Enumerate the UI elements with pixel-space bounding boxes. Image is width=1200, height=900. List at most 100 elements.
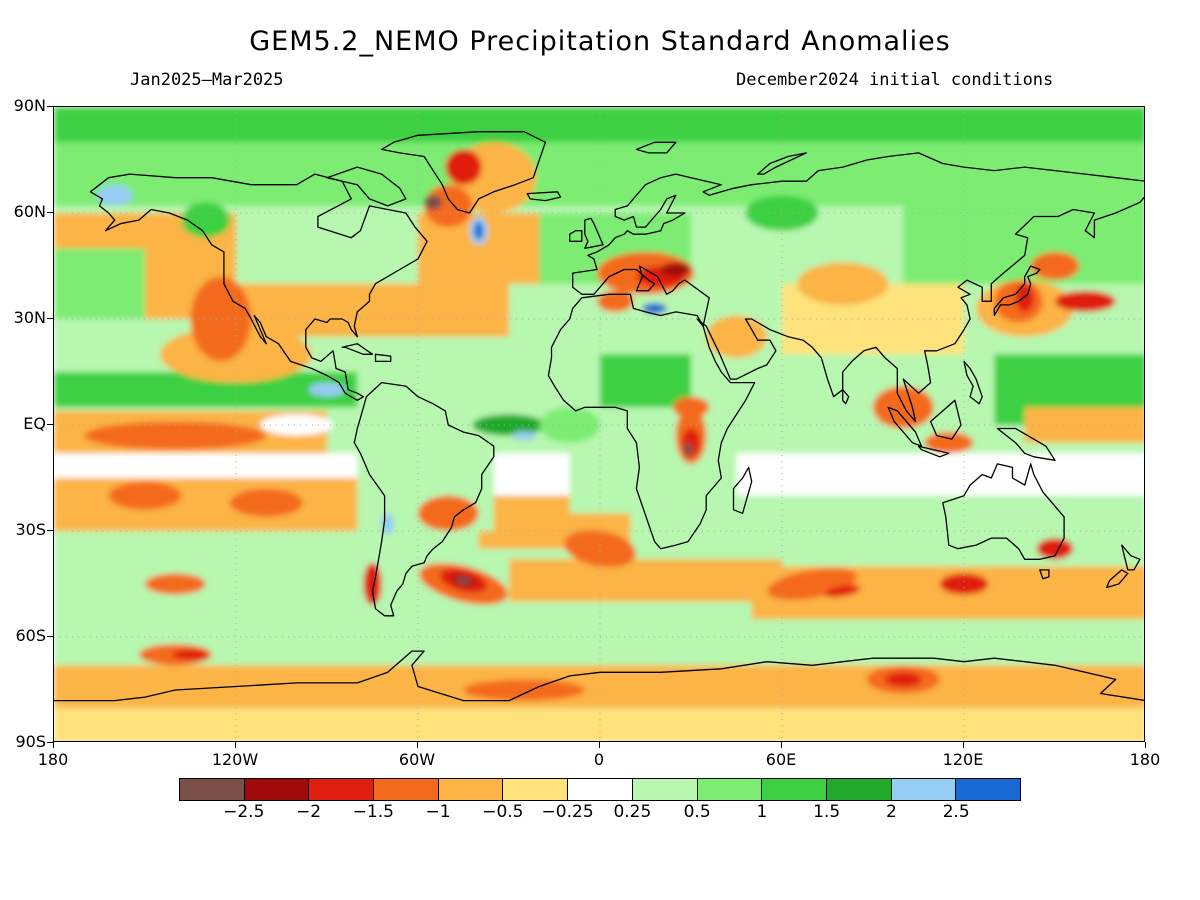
anomaly-blob — [474, 221, 484, 240]
coastline-novaya-zemlya — [757, 152, 807, 175]
anomaly-blob — [190, 276, 252, 362]
coastline-hispaniola — [374, 353, 392, 363]
anomaly-patch — [54, 248, 145, 319]
colorbar-swatch — [956, 779, 1020, 800]
colorbar-swatch — [438, 779, 504, 800]
lat-label-60n: 60N — [13, 202, 46, 221]
colorbar — [179, 778, 1021, 801]
lat-tick — [47, 424, 53, 425]
coastline-tasmania — [1039, 569, 1050, 580]
anomaly-blob — [1055, 290, 1116, 312]
lat-tick — [47, 530, 53, 531]
colorbar-swatch — [374, 779, 439, 800]
anomaly-blob — [683, 442, 693, 457]
colorbar-label: 0.25 — [613, 802, 652, 822]
anomaly-blob — [539, 407, 600, 443]
anomaly-blob — [797, 262, 889, 305]
anomaly-blob — [424, 184, 473, 228]
colorbar-label: 2.5 — [942, 802, 970, 822]
anomaly-blob — [596, 290, 634, 312]
lat-tick — [47, 212, 53, 213]
anomaly-blob — [308, 382, 346, 397]
anomaly-blob — [448, 230, 509, 266]
map-canvas — [54, 107, 1144, 741]
anomaly-blob — [472, 414, 546, 436]
anomaly-blob — [1036, 538, 1074, 560]
colorbar-swatch — [826, 779, 892, 800]
anomaly-blob — [456, 576, 471, 585]
anomaly-blob — [1015, 283, 1034, 312]
graticule — [54, 107, 1144, 741]
anomaly-blob — [706, 315, 767, 358]
anomaly-blob — [824, 584, 861, 598]
lat-label-90s: 90S — [15, 732, 46, 751]
lon-label-180e: 180 — [1129, 750, 1161, 769]
lon-label-180w: 180 — [37, 750, 69, 769]
anomaly-blob — [885, 672, 922, 687]
lon-label-120w: 120W — [211, 750, 259, 769]
colorbar-swatch — [762, 779, 827, 800]
lat-label-90n: 90N — [13, 96, 46, 115]
anomaly-patch — [1024, 407, 1144, 443]
coastline-java — [917, 445, 950, 458]
colorbar-label: 2 — [886, 802, 897, 822]
coastline-antarctica — [54, 650, 1144, 702]
lon-tick — [1145, 742, 1146, 748]
coastline-greenland — [380, 131, 547, 214]
coastline-ireland — [569, 230, 583, 242]
lon-tick — [53, 742, 54, 748]
anomaly-blob — [181, 202, 230, 238]
colorbar-label: 1.5 — [813, 802, 841, 822]
forecast-period: Jan2025–Mar2025 — [130, 70, 284, 90]
colorbar-swatch — [180, 779, 245, 800]
coastline-baffin — [326, 166, 407, 207]
lat-label-eq: EQ — [23, 414, 46, 433]
coastline-south-america — [353, 381, 495, 617]
anomaly-blob — [260, 414, 334, 436]
colorbar-label: 0.5 — [683, 802, 711, 822]
anomaly-patch — [600, 354, 691, 408]
anomaly-blob — [672, 396, 710, 418]
coastline-new-zealand-s — [1105, 569, 1129, 589]
lon-label-60w: 60W — [398, 750, 436, 769]
lat-tick — [47, 636, 53, 637]
lat-label-30n: 30N — [13, 308, 46, 327]
colorbar-swatch — [568, 779, 633, 800]
anomaly-patch — [903, 177, 1144, 284]
initial-conditions: December2024 initial conditions — [736, 70, 1054, 90]
colorbar-swatch — [244, 779, 310, 800]
coastline-africa — [547, 293, 756, 550]
coastline-new-zealand — [1121, 544, 1141, 571]
anomaly-patch — [509, 559, 782, 602]
lat-label-30s: 30S — [15, 520, 46, 539]
lat-label-60s: 60S — [15, 626, 46, 645]
anomaly-blob — [84, 421, 267, 450]
anomaly-patch — [54, 478, 358, 531]
coastline-new-guinea — [996, 427, 1056, 461]
coastline-philippines — [963, 360, 983, 405]
colorbar-swatch — [309, 779, 375, 800]
anomaly-blob — [145, 573, 206, 595]
anomaly-blob — [564, 530, 636, 568]
anomaly-blob — [363, 562, 382, 606]
colorbar-label: −2.5 — [223, 802, 265, 822]
colorbar-swatch — [697, 779, 763, 800]
colorbar-label: 1 — [756, 802, 768, 822]
coastlines — [54, 131, 1144, 702]
colorbar-swatch — [891, 779, 957, 800]
colorbar-swatch — [632, 779, 698, 800]
lon-label-120e: 120E — [942, 750, 984, 769]
coastline-north-america — [89, 173, 428, 401]
lat-tick — [47, 742, 53, 743]
anomaly-blob — [642, 303, 667, 314]
coastline-borneo — [929, 399, 962, 440]
lat-tick — [47, 318, 53, 319]
anomaly-blob — [924, 432, 974, 454]
anomaly-blob — [229, 488, 303, 517]
coastline-japan — [993, 265, 1041, 317]
colorbar-label: −2 — [296, 802, 322, 822]
anomaly-blob — [660, 262, 691, 277]
colorbar-label: −0.25 — [541, 802, 594, 822]
lon-tick — [417, 742, 418, 748]
colorbar-swatch — [503, 779, 569, 800]
